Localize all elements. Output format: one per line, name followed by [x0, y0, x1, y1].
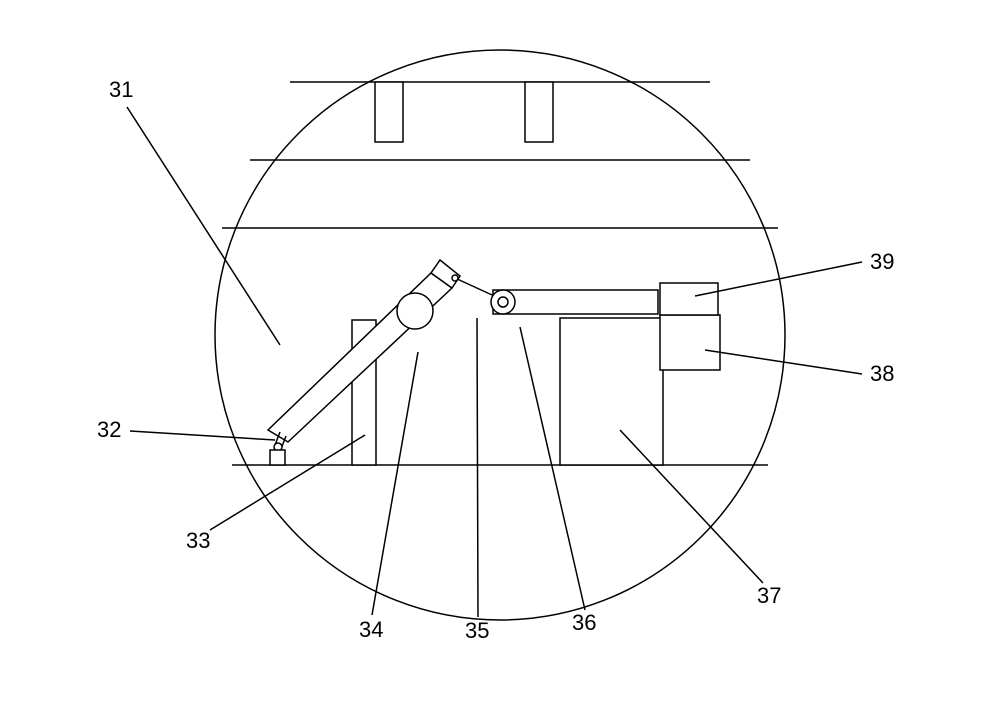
label-33: 33 [186, 528, 210, 553]
label-39: 39 [870, 249, 894, 274]
label-34: 34 [359, 617, 383, 642]
label-38: 38 [870, 361, 894, 386]
label-31: 31 [109, 77, 133, 102]
label-35: 35 [465, 618, 489, 643]
label-32: 32 [97, 417, 121, 442]
diagram-canvas: 31 32 33 34 35 36 37 38 39 [0, 0, 1000, 707]
label-37: 37 [757, 583, 781, 608]
label-36: 36 [572, 610, 596, 635]
